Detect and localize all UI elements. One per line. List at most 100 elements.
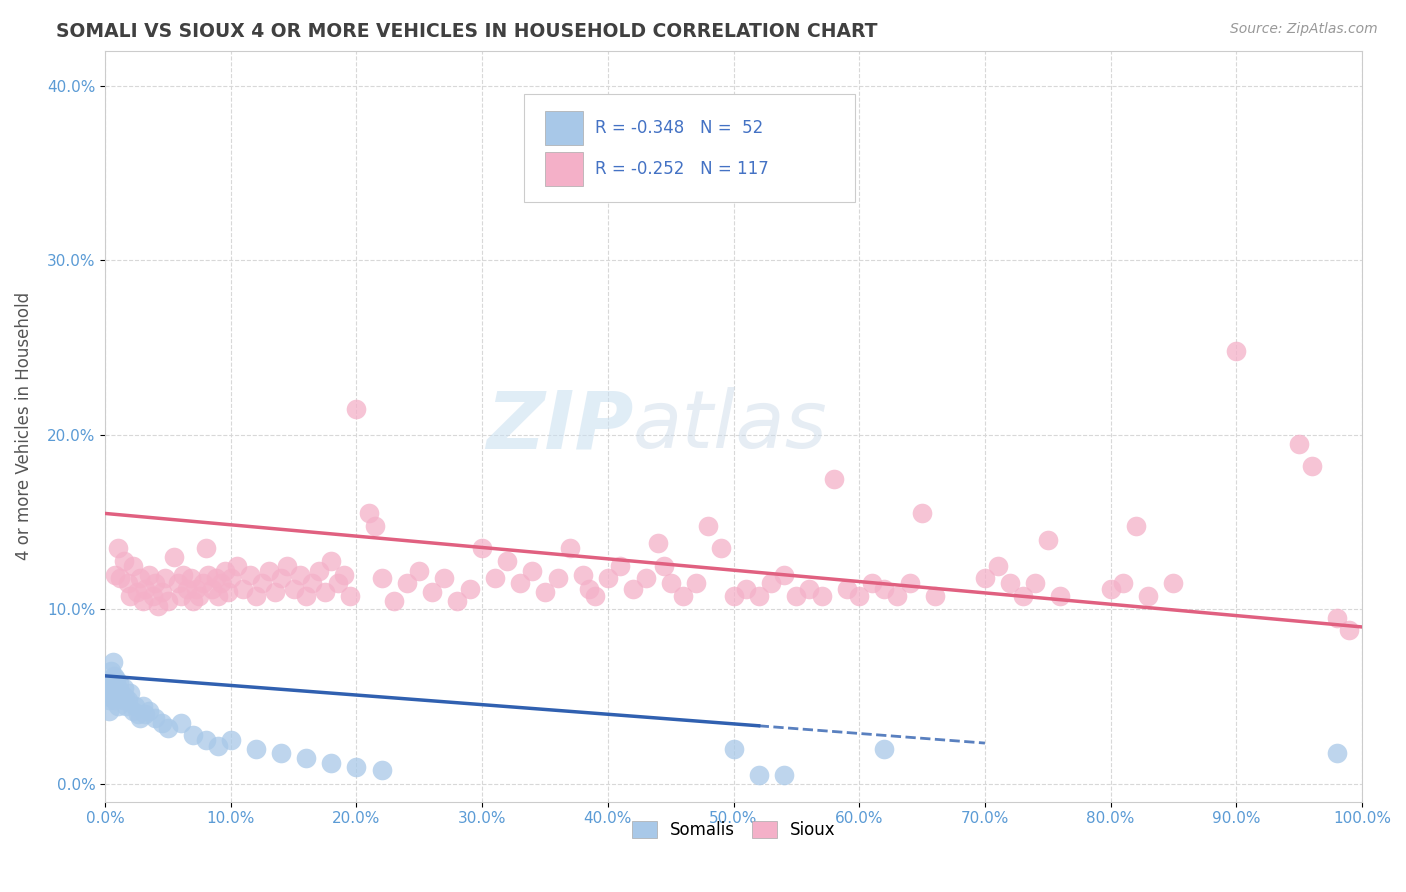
Point — [132, 698, 155, 713]
Point — [169, 716, 191, 731]
Point — [194, 541, 217, 556]
Point — [797, 582, 820, 596]
Point — [886, 589, 908, 603]
Point — [420, 585, 443, 599]
Point — [103, 681, 125, 695]
Point — [115, 698, 138, 713]
Point — [176, 582, 198, 596]
Point — [1049, 589, 1071, 603]
Point — [197, 567, 219, 582]
Point — [129, 571, 152, 585]
Point — [226, 558, 249, 573]
Point — [346, 401, 368, 416]
Point — [654, 558, 676, 573]
Point — [823, 471, 845, 485]
Point — [496, 553, 519, 567]
Point — [1024, 576, 1046, 591]
Point — [145, 711, 167, 725]
Point — [1036, 533, 1059, 547]
Point — [207, 589, 229, 603]
Point — [583, 589, 606, 603]
Point — [194, 733, 217, 747]
Point — [107, 681, 129, 695]
Point — [326, 576, 349, 591]
Point — [924, 589, 946, 603]
Point — [127, 707, 149, 722]
Point — [295, 589, 318, 603]
Point — [145, 576, 167, 591]
Point — [117, 693, 139, 707]
Point — [370, 763, 392, 777]
Point — [659, 576, 682, 591]
Point — [209, 576, 232, 591]
Point — [848, 589, 870, 603]
Point — [100, 664, 122, 678]
Point — [560, 541, 582, 556]
Point — [232, 582, 254, 596]
Point — [534, 585, 557, 599]
Point — [97, 681, 120, 695]
Point — [1099, 582, 1122, 596]
Point — [1225, 344, 1247, 359]
Point — [146, 599, 169, 613]
Point — [1011, 589, 1033, 603]
Point — [761, 576, 783, 591]
Point — [621, 582, 644, 596]
Point — [1137, 589, 1160, 603]
Point — [748, 589, 770, 603]
Point — [101, 655, 124, 669]
Point — [245, 742, 267, 756]
Point — [484, 571, 506, 585]
Point — [596, 571, 619, 585]
Point — [339, 589, 361, 603]
Point — [911, 507, 934, 521]
Point — [509, 576, 531, 591]
Point — [120, 686, 142, 700]
Point — [181, 728, 204, 742]
Point — [295, 751, 318, 765]
Point — [103, 669, 125, 683]
Point — [201, 582, 224, 596]
Point — [108, 676, 131, 690]
Point — [132, 593, 155, 607]
Point — [150, 716, 173, 731]
Point — [357, 507, 380, 521]
Point — [108, 690, 131, 704]
Point — [142, 589, 165, 603]
Point — [172, 567, 194, 582]
Point — [112, 553, 135, 567]
Point — [346, 759, 368, 773]
Point — [609, 558, 631, 573]
Point — [252, 576, 274, 591]
Point — [125, 585, 148, 599]
Point — [104, 693, 127, 707]
Point — [214, 564, 236, 578]
Point — [634, 571, 657, 585]
Point — [723, 742, 745, 756]
Point — [207, 739, 229, 753]
Point — [458, 582, 481, 596]
Point — [321, 756, 343, 771]
Point — [101, 676, 124, 690]
Point — [110, 686, 132, 700]
Point — [873, 742, 896, 756]
Point — [167, 576, 190, 591]
Point — [333, 567, 356, 582]
Point — [1163, 576, 1185, 591]
Point — [219, 571, 242, 585]
Point — [156, 721, 179, 735]
FancyBboxPatch shape — [523, 95, 855, 202]
Point — [204, 571, 226, 585]
Point — [257, 564, 280, 578]
Point — [219, 733, 242, 747]
Point — [735, 582, 758, 596]
Point — [578, 582, 600, 596]
Point — [1288, 436, 1310, 450]
Point — [117, 576, 139, 591]
Point — [685, 576, 707, 591]
Text: Source: ZipAtlas.com: Source: ZipAtlas.com — [1230, 22, 1378, 37]
Point — [105, 690, 128, 704]
Text: R = -0.348   N =  52: R = -0.348 N = 52 — [595, 119, 763, 137]
Point — [138, 567, 160, 582]
Point — [188, 589, 211, 603]
